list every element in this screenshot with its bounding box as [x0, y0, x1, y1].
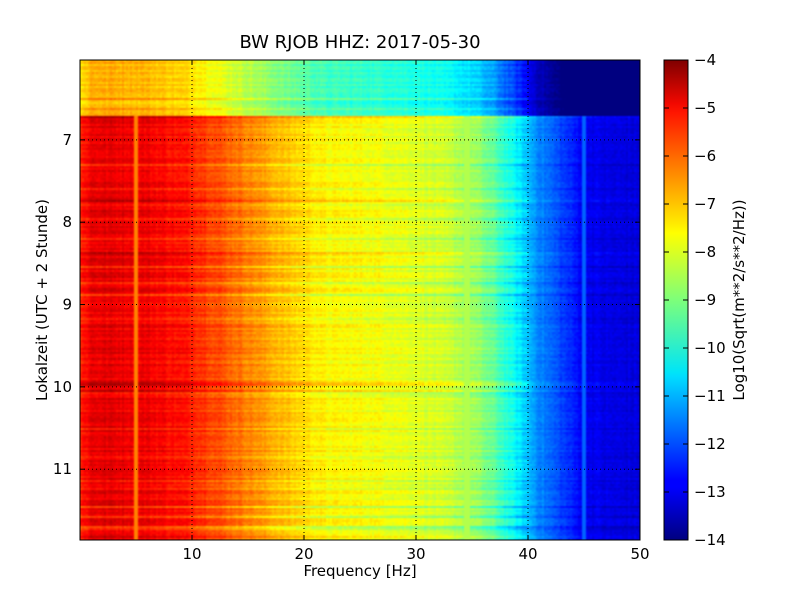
colorbar-tick-label: −9: [694, 291, 716, 309]
colorbar-tick-label: −4: [694, 51, 716, 69]
colorbar-tick-label: −5: [694, 99, 716, 117]
colorbar-tick-label: −7: [694, 195, 716, 213]
colorbar: −4 −5 −6 −7 −8 −9 −10 −11 −12 −13 −14 Log10(Sqrt(m…: [663, 51, 748, 549]
x-tick-label: 10: [182, 545, 201, 563]
colorbar-tick-label: −12: [694, 435, 726, 453]
y-axis-ticks: 7 8 9 10 11: [53, 131, 640, 478]
y-tick-label: 7: [62, 131, 72, 149]
colorbar-tick-label: −13: [694, 483, 726, 501]
chart-title: BW RJOB HHZ: 2017-05-30: [239, 32, 480, 53]
x-tick-label: 50: [630, 545, 649, 563]
spectrogram-image: [80, 60, 640, 540]
y-tick-label: 8: [62, 213, 72, 231]
x-tick-label: 30: [406, 545, 425, 563]
x-axis-ticks: 10 20 30 40 50: [182, 60, 650, 563]
x-axis-label: Frequency [Hz]: [303, 562, 416, 580]
colorbar-tick-label: −8: [694, 243, 716, 261]
plot-frame: [79, 59, 641, 541]
grid-lines: [80, 60, 640, 540]
colorbar-tick-label: −14: [694, 531, 726, 549]
colorbar-label: Log10(Sqrt(m**2/s**2/Hz)): [730, 199, 748, 400]
x-tick-label: 20: [294, 545, 313, 563]
colorbar-ticks: −4 −5 −6 −7 −8 −9 −10 −11 −12 −13 −14: [664, 51, 726, 549]
y-tick-label: 11: [53, 460, 72, 478]
y-tick-label: 10: [53, 378, 72, 396]
colorbar-tick-label: −11: [694, 387, 726, 405]
colorbar-tick-label: −10: [694, 339, 726, 357]
y-axis-label: Lokalzeit (UTC + 2 Stunde): [33, 199, 51, 401]
colorbar-tick-label: −6: [694, 147, 716, 165]
y-tick-label: 9: [62, 296, 72, 314]
x-tick-label: 40: [518, 545, 537, 563]
